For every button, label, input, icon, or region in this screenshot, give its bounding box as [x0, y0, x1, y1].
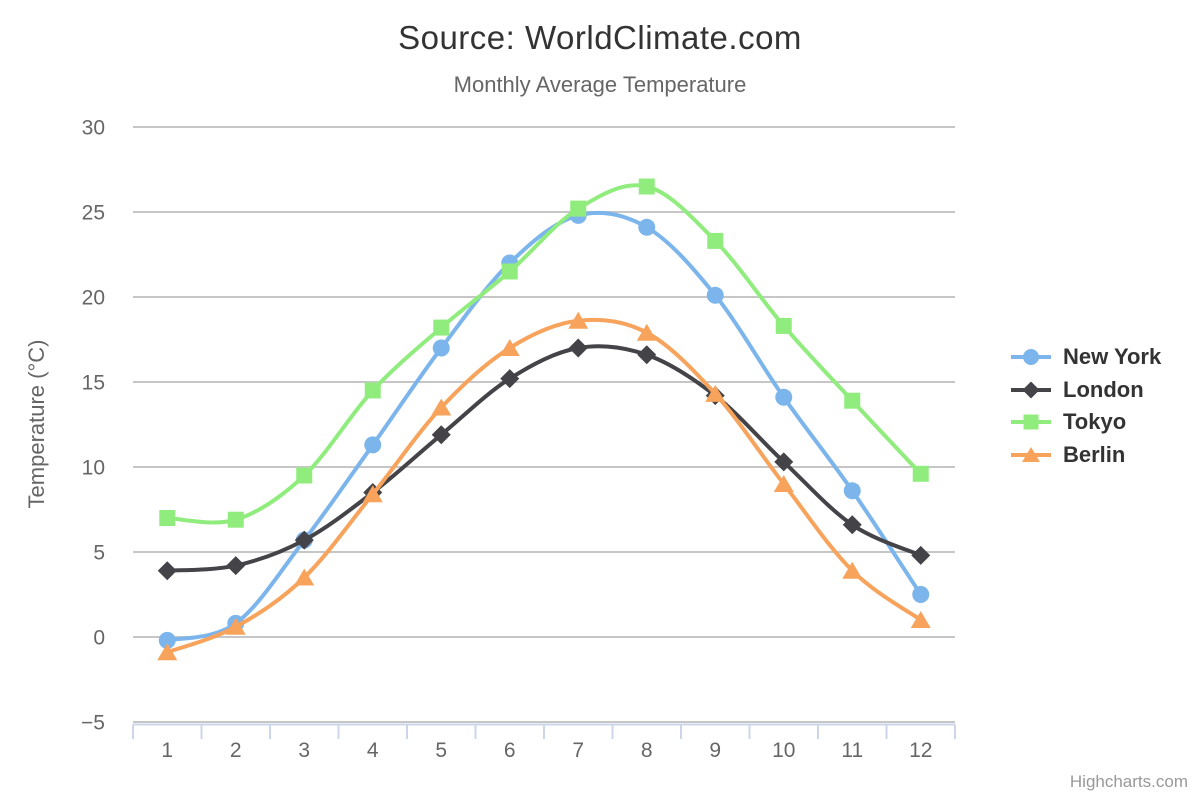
new-york-point[interactable]	[843, 482, 861, 500]
diamond-legend-marker-icon	[1011, 381, 1051, 399]
berlin-point[interactable]	[157, 643, 178, 661]
legend-item-london[interactable]: London	[1008, 374, 1161, 407]
berlin-point[interactable]	[294, 568, 315, 586]
x-axis-label: 10	[772, 739, 795, 762]
tokyo-point[interactable]	[227, 511, 244, 528]
x-axis-label: 11	[841, 739, 863, 762]
tokyo-point[interactable]	[707, 232, 724, 249]
triangle-legend-marker-icon	[1011, 446, 1051, 462]
credits-link[interactable]: Highcharts.com	[1069, 772, 1188, 791]
new-york-point[interactable]	[775, 388, 793, 406]
x-axis-label: 12	[909, 739, 932, 762]
berlin-point[interactable]	[362, 485, 383, 503]
berlin-point[interactable]	[499, 339, 520, 356]
london-point[interactable]	[294, 530, 314, 550]
legend-label: Berlin	[1063, 441, 1126, 467]
y-axis-title: Temperature (°C)	[24, 340, 49, 509]
legend-label: New York	[1063, 344, 1162, 370]
london-point[interactable]	[431, 425, 451, 445]
tokyo-point[interactable]	[433, 319, 450, 336]
y-axis-label: 20	[82, 287, 105, 310]
berlin-point[interactable]	[910, 611, 931, 628]
new-york-point[interactable]	[912, 586, 930, 603]
legend-item-berlin[interactable]: Berlin	[1008, 439, 1161, 472]
y-axis-label: 10	[82, 457, 105, 480]
berlin-point[interactable]	[568, 311, 589, 329]
x-axis-label: 9	[709, 739, 721, 762]
tokyo-point[interactable]	[570, 200, 587, 217]
chart-subtitle: Monthly Average Temperature	[453, 72, 747, 97]
tokyo-point[interactable]	[296, 467, 313, 484]
london-point[interactable]	[911, 545, 931, 565]
berlin-point[interactable]	[225, 617, 246, 635]
y-axis-label: 25	[82, 202, 105, 225]
london-point[interactable]	[157, 561, 177, 581]
new-york-point[interactable]	[706, 286, 724, 304]
circle-legend-marker-icon	[1011, 349, 1051, 366]
berlin-point[interactable]	[636, 323, 657, 341]
legend-item-tokyo[interactable]: Tokyo	[1008, 406, 1161, 439]
y-axis-label: −5	[81, 712, 105, 735]
new-york-line[interactable]	[165, 210, 923, 643]
tokyo-point[interactable]	[501, 263, 518, 280]
berlin-point[interactable]	[431, 398, 452, 416]
london-point[interactable]	[568, 338, 588, 358]
legend-label: London	[1063, 376, 1144, 402]
berlin-point[interactable]	[842, 561, 863, 579]
london-point[interactable]	[842, 515, 862, 535]
new-york-point[interactable]	[158, 631, 176, 649]
tokyo-point[interactable]	[775, 317, 792, 334]
tokyo-point[interactable]	[638, 178, 655, 195]
new-york-point[interactable]	[364, 436, 382, 454]
tokyo-point[interactable]	[364, 382, 381, 399]
y-axis-label: 5	[93, 542, 105, 565]
x-axis-label: 6	[504, 739, 516, 762]
chart-title: Source: WorldClimate.com	[398, 19, 802, 56]
berlin-point[interactable]	[705, 384, 726, 402]
legend: New York London Tokyo Berlin	[1008, 341, 1161, 471]
legend-label: Tokyo	[1063, 409, 1127, 435]
x-axis-label: 3	[298, 739, 310, 762]
x-axis-label: 2	[230, 739, 242, 762]
y-axis-label: 0	[93, 627, 105, 650]
x-axis-label: 1	[161, 739, 173, 762]
london-line[interactable]	[165, 344, 923, 573]
london-point[interactable]	[226, 556, 246, 576]
x-axis-label: 4	[367, 739, 379, 762]
x-axis-label: 8	[641, 739, 653, 762]
y-axis-label: 15	[82, 372, 105, 395]
london-point[interactable]	[637, 345, 657, 365]
tokyo-line[interactable]	[165, 183, 923, 525]
tokyo-point[interactable]	[912, 465, 929, 482]
berlin-point[interactable]	[773, 475, 794, 492]
london-point[interactable]	[774, 452, 794, 472]
london-point[interactable]	[500, 369, 520, 389]
legend-item-new-york[interactable]: New York	[1008, 341, 1161, 374]
new-york-point[interactable]	[638, 218, 656, 236]
y-axis-label: 30	[82, 117, 105, 140]
new-york-point[interactable]	[432, 339, 450, 357]
tokyo-point[interactable]	[159, 510, 176, 526]
square-legend-marker-icon	[1011, 414, 1051, 430]
tokyo-point[interactable]	[844, 392, 861, 409]
x-axis-label: 7	[572, 739, 584, 762]
x-axis-label: 5	[435, 739, 447, 762]
